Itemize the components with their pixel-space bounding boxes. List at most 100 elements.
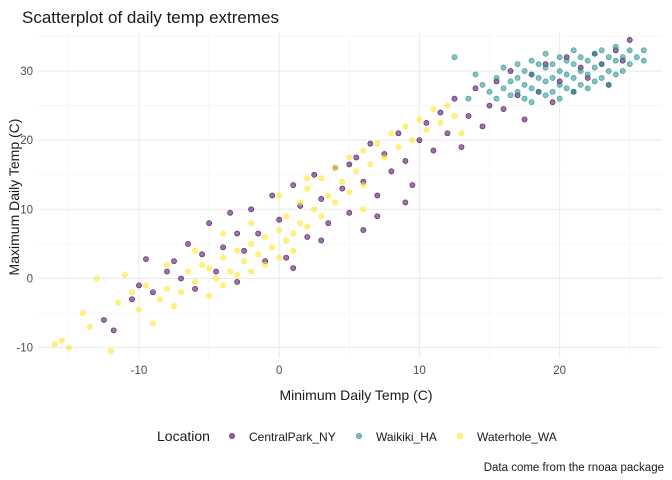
data-point xyxy=(86,323,93,330)
data-point xyxy=(360,147,367,154)
data-point xyxy=(227,209,234,216)
legend-key xyxy=(229,433,235,439)
data-point xyxy=(51,341,58,348)
data-point xyxy=(500,85,507,92)
data-point xyxy=(199,261,205,268)
data-point xyxy=(227,268,234,275)
data-point xyxy=(591,50,598,57)
data-point xyxy=(192,285,198,292)
data-point xyxy=(626,37,633,43)
data-point xyxy=(402,123,409,130)
series-CentralPark_NY xyxy=(101,37,633,334)
data-point xyxy=(563,57,570,64)
data-point xyxy=(577,68,584,74)
data-point xyxy=(276,192,283,199)
data-point xyxy=(556,81,563,88)
data-point xyxy=(262,261,269,268)
data-point xyxy=(276,227,283,233)
data-point xyxy=(402,199,409,206)
data-point xyxy=(178,275,184,282)
data-point xyxy=(598,47,605,54)
data-point xyxy=(542,92,549,99)
data-point xyxy=(234,279,241,285)
data-point xyxy=(430,147,437,154)
series-Waikiki_HA xyxy=(451,43,647,106)
data-point xyxy=(451,95,458,102)
data-point xyxy=(234,272,241,278)
data-point xyxy=(612,43,619,50)
data-point xyxy=(514,61,521,68)
data-point xyxy=(612,57,619,64)
data-point xyxy=(528,57,535,64)
data-point xyxy=(304,185,311,192)
data-point xyxy=(157,296,163,303)
data-point xyxy=(451,54,458,61)
data-point xyxy=(199,251,205,258)
legend-label: Waterhole_WA xyxy=(477,430,557,444)
data-point xyxy=(542,78,549,85)
data-point xyxy=(269,244,276,251)
data-point xyxy=(556,54,563,61)
data-point xyxy=(521,95,528,102)
data-point xyxy=(388,168,395,175)
data-point xyxy=(220,282,226,289)
data-point xyxy=(164,268,170,275)
data-point xyxy=(346,189,353,195)
data-point xyxy=(556,68,563,74)
data-point xyxy=(248,268,255,275)
data-point xyxy=(332,199,339,206)
data-point xyxy=(164,285,170,292)
data-point xyxy=(598,75,605,81)
data-point xyxy=(521,68,528,74)
data-point xyxy=(535,61,542,68)
data-point xyxy=(521,81,528,88)
data-point xyxy=(311,206,318,213)
data-point xyxy=(493,75,500,81)
data-point xyxy=(255,230,262,237)
data-point xyxy=(143,256,149,263)
data-point xyxy=(101,317,107,323)
data-point xyxy=(605,81,612,88)
legend: Location CentralPark_NY Waikiki_HA Waterho… xyxy=(157,428,557,444)
data-point xyxy=(297,199,304,206)
y-tick-label: 30 xyxy=(20,66,33,78)
data-point xyxy=(507,78,514,85)
data-point xyxy=(346,209,353,216)
data-point xyxy=(549,99,556,106)
data-point xyxy=(283,237,290,244)
data-point xyxy=(318,175,325,182)
data-point xyxy=(528,85,535,92)
x-tick-label: -10 xyxy=(131,365,148,377)
data-point xyxy=(542,64,549,71)
data-point xyxy=(605,68,612,74)
data-point xyxy=(65,344,72,351)
data-point xyxy=(500,64,507,71)
data-point xyxy=(458,130,465,137)
data-point xyxy=(416,116,423,123)
data-point xyxy=(248,206,255,213)
data-point xyxy=(381,154,388,161)
y-axis-title: Maximum Daily Temp (C) xyxy=(6,119,22,276)
data-point xyxy=(255,251,262,258)
legend-label: Waikiki_HA xyxy=(376,430,437,444)
y-axis-ticks: -10 0 10 20 30 xyxy=(16,66,33,355)
data-point xyxy=(332,164,339,171)
x-axis-ticks: -10 0 10 20 xyxy=(131,365,566,377)
data-point xyxy=(115,299,121,306)
data-point xyxy=(528,99,535,106)
data-point xyxy=(458,144,465,150)
data-point xyxy=(437,109,444,116)
data-point xyxy=(563,85,570,92)
data-point xyxy=(353,168,360,175)
data-point xyxy=(346,161,353,168)
data-point xyxy=(339,178,346,185)
y-tick-label: -10 xyxy=(16,343,33,355)
data-point xyxy=(150,320,156,327)
data-point xyxy=(129,289,135,296)
series-Waterhole_WA xyxy=(51,102,465,354)
data-point xyxy=(486,88,493,95)
data-point xyxy=(136,282,142,289)
data-point xyxy=(514,88,521,95)
data-point xyxy=(241,247,248,254)
